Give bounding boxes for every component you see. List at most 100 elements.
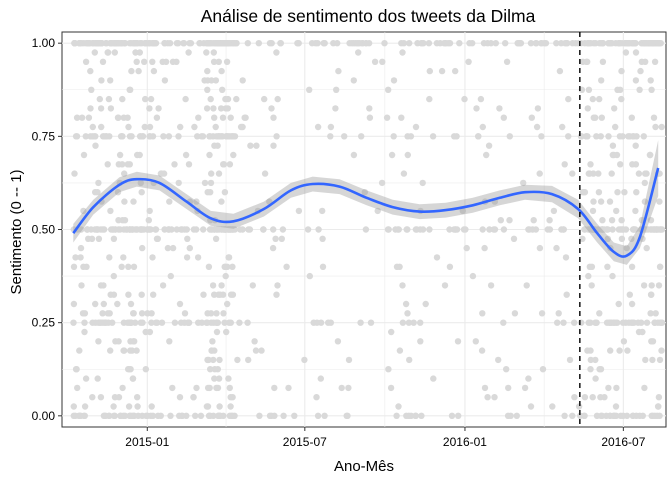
data-point <box>652 310 659 317</box>
data-point <box>385 366 392 373</box>
data-point <box>100 300 108 308</box>
data-point <box>393 263 401 270</box>
data-point <box>157 170 165 177</box>
data-point <box>367 319 375 326</box>
ci-ribbon <box>73 140 659 265</box>
data-point <box>110 412 118 419</box>
data-point <box>589 394 596 401</box>
data-point <box>223 58 231 65</box>
data-point <box>127 347 134 354</box>
data-point <box>490 226 497 233</box>
data-point <box>208 347 215 354</box>
data-point <box>405 319 413 326</box>
data-point <box>598 114 605 121</box>
data-point <box>295 40 302 47</box>
data-point <box>99 58 107 65</box>
data-point <box>638 58 645 65</box>
data-point <box>82 58 90 65</box>
data-point <box>94 375 101 382</box>
data-point <box>92 300 99 308</box>
data-point <box>82 375 90 382</box>
data-point <box>581 394 589 401</box>
data-point <box>82 133 90 140</box>
data-point <box>84 226 91 233</box>
data-point <box>523 282 530 289</box>
data-point <box>165 133 173 140</box>
data-point <box>451 133 458 140</box>
data-point <box>609 226 616 233</box>
data-point <box>231 412 238 419</box>
data-point <box>624 347 631 354</box>
data-point <box>569 412 576 419</box>
data-point <box>412 412 419 419</box>
data-point <box>578 319 585 326</box>
data-point <box>81 403 89 410</box>
y-tick-label: 0.00 <box>32 409 56 423</box>
x-tick-label: 2015-01 <box>125 435 169 449</box>
data-point <box>114 189 122 196</box>
data-point <box>129 375 137 382</box>
data-point <box>142 95 149 103</box>
data-point <box>127 366 134 373</box>
data-point <box>534 105 542 112</box>
data-point <box>618 95 625 103</box>
data-point <box>350 77 357 84</box>
data-point <box>566 356 574 364</box>
data-point <box>633 189 640 196</box>
data-point <box>595 170 602 177</box>
data-point <box>152 319 160 326</box>
data-point <box>484 40 491 47</box>
data-point <box>184 319 191 326</box>
data-point <box>598 77 605 84</box>
data-point <box>319 235 326 242</box>
data-point <box>479 123 486 131</box>
data-point <box>344 412 351 419</box>
data-point <box>588 282 595 289</box>
data-point <box>222 95 229 103</box>
data-point <box>215 58 222 65</box>
data-point <box>78 114 86 121</box>
data-point <box>608 217 616 224</box>
data-point <box>210 49 217 56</box>
data-point <box>562 254 570 261</box>
data-point <box>146 123 154 131</box>
data-point <box>579 58 587 65</box>
data-point <box>641 179 648 187</box>
data-point <box>587 347 594 354</box>
data-point <box>176 300 184 308</box>
data-point <box>152 226 159 233</box>
data-point <box>495 356 502 364</box>
data-point <box>433 254 441 261</box>
data-point <box>441 282 449 289</box>
data-point <box>121 170 128 177</box>
data-point <box>125 263 132 270</box>
data-point <box>613 384 620 392</box>
data-point <box>533 123 541 131</box>
data-point <box>625 133 632 140</box>
data-point <box>438 67 446 75</box>
data-point <box>612 123 619 131</box>
data-point <box>245 356 252 364</box>
data-point <box>247 142 254 149</box>
data-point <box>319 207 326 215</box>
data-point <box>80 263 87 270</box>
data-point <box>283 263 290 270</box>
data-point <box>481 384 489 392</box>
data-point <box>538 133 545 140</box>
data-point <box>419 179 426 187</box>
data-point <box>76 347 83 354</box>
data-point <box>143 412 150 419</box>
data-point <box>121 198 128 205</box>
data-point <box>117 412 124 419</box>
data-point <box>404 151 411 159</box>
data-point <box>592 375 599 382</box>
data-point <box>502 40 509 47</box>
data-point <box>87 67 94 75</box>
data-point <box>628 300 636 308</box>
data-point <box>213 40 220 47</box>
data-point <box>417 338 424 345</box>
data-point <box>536 170 543 177</box>
data-point <box>212 235 220 242</box>
data-point <box>615 300 622 308</box>
data-point <box>632 207 639 215</box>
